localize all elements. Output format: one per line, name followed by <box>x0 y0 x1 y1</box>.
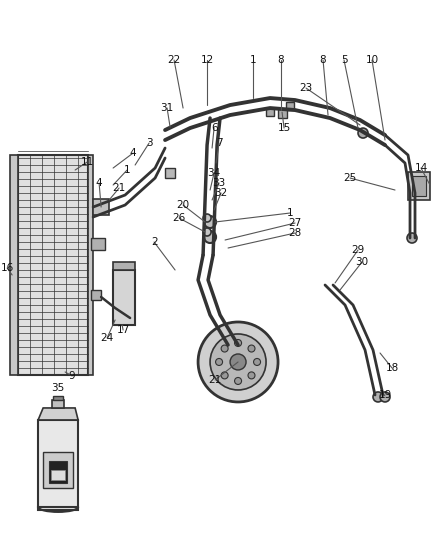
Bar <box>286 102 294 110</box>
Bar <box>408 172 430 200</box>
Circle shape <box>407 233 417 243</box>
Circle shape <box>358 128 368 138</box>
Text: 21: 21 <box>208 375 222 385</box>
Circle shape <box>210 334 266 390</box>
Text: 16: 16 <box>0 263 14 273</box>
Circle shape <box>215 359 223 366</box>
Text: 28: 28 <box>288 228 302 238</box>
Bar <box>165 168 175 178</box>
Text: 23: 23 <box>300 83 313 93</box>
Text: 27: 27 <box>288 218 302 228</box>
Text: 22: 22 <box>167 55 181 65</box>
Text: 4: 4 <box>96 178 102 188</box>
Bar <box>52 400 64 408</box>
Circle shape <box>235 340 242 346</box>
Circle shape <box>203 228 211 236</box>
Bar <box>113 270 135 325</box>
Bar <box>38 420 78 510</box>
Text: 33: 33 <box>212 178 226 188</box>
Circle shape <box>198 322 278 402</box>
Bar <box>93 199 109 215</box>
Text: 17: 17 <box>117 325 130 335</box>
Text: 11: 11 <box>81 157 94 167</box>
Text: 34: 34 <box>208 168 221 178</box>
Text: 31: 31 <box>160 103 174 113</box>
Text: 30: 30 <box>356 257 369 267</box>
Text: 12: 12 <box>201 55 214 65</box>
Text: 14: 14 <box>414 163 427 173</box>
Bar <box>88 155 93 375</box>
Text: 24: 24 <box>100 333 114 343</box>
Text: 1: 1 <box>250 55 256 65</box>
Polygon shape <box>38 408 78 420</box>
Text: 18: 18 <box>385 363 399 373</box>
Bar <box>43 452 73 488</box>
Circle shape <box>254 359 261 366</box>
Text: 10: 10 <box>365 55 378 65</box>
Bar <box>91 238 105 250</box>
Text: 8: 8 <box>278 55 284 65</box>
Text: 32: 32 <box>215 188 228 198</box>
Text: 6: 6 <box>211 123 217 133</box>
Text: 9: 9 <box>69 371 75 381</box>
Text: 8: 8 <box>320 55 326 65</box>
Circle shape <box>203 214 211 222</box>
Text: 3: 3 <box>146 138 152 148</box>
Bar <box>412 176 426 196</box>
Bar <box>53 396 63 400</box>
Circle shape <box>221 345 228 352</box>
Circle shape <box>248 345 255 352</box>
Circle shape <box>380 392 390 402</box>
Circle shape <box>230 354 246 370</box>
Bar <box>51 470 65 480</box>
Text: 4: 4 <box>130 148 136 158</box>
Bar <box>266 108 274 116</box>
Bar <box>113 262 135 270</box>
Circle shape <box>204 231 216 243</box>
Circle shape <box>248 372 255 379</box>
Circle shape <box>204 216 216 228</box>
Text: 35: 35 <box>52 383 65 393</box>
Text: 5: 5 <box>341 55 347 65</box>
Text: 7: 7 <box>216 138 223 148</box>
Text: 29: 29 <box>351 245 365 255</box>
Text: 1: 1 <box>287 208 293 218</box>
Circle shape <box>373 392 383 402</box>
Text: 21: 21 <box>113 183 126 193</box>
Text: 2: 2 <box>151 237 157 247</box>
Bar <box>49 461 67 483</box>
Text: 20: 20 <box>177 200 190 210</box>
Text: 15: 15 <box>277 123 291 133</box>
Text: 25: 25 <box>343 173 357 183</box>
Bar <box>91 290 101 300</box>
Text: 26: 26 <box>173 213 186 223</box>
Bar <box>18 155 88 375</box>
Circle shape <box>221 372 228 379</box>
Text: 19: 19 <box>378 390 392 400</box>
Text: 1: 1 <box>124 165 131 175</box>
Bar <box>278 109 287 118</box>
Circle shape <box>235 377 242 384</box>
Bar <box>10 155 18 375</box>
